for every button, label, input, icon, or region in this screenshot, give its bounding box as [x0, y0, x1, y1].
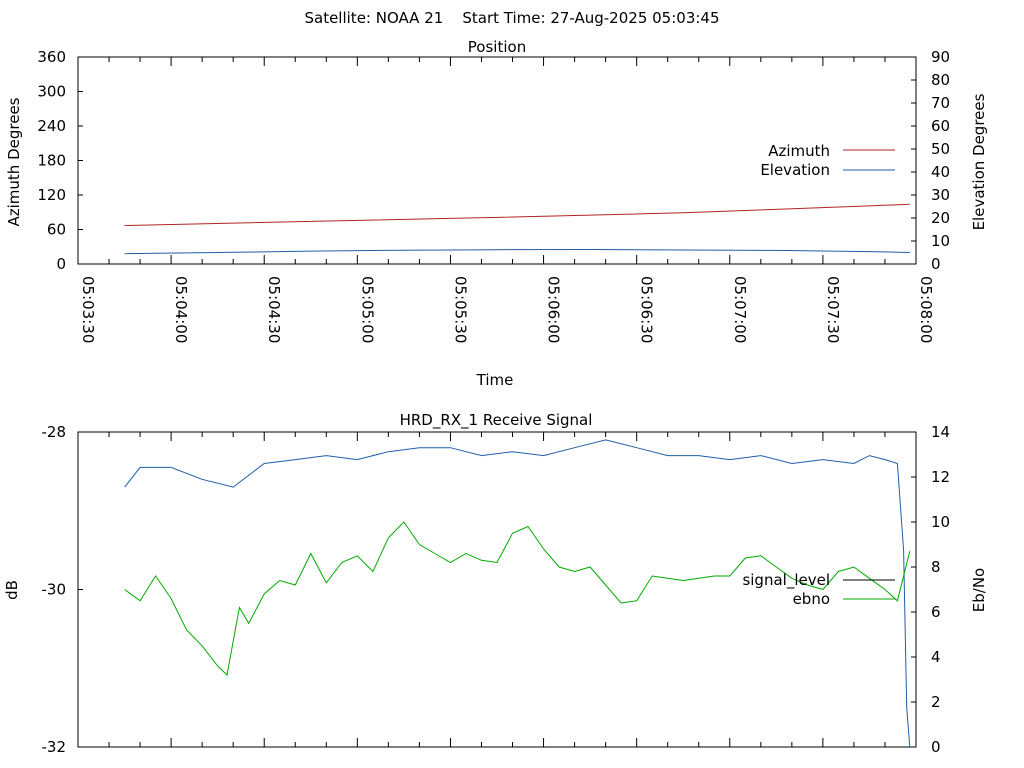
position-series-line-elevation: [124, 248, 910, 255]
signal-legend: signal_level ebno: [742, 571, 895, 608]
position-chart-title: Position: [468, 38, 526, 56]
position-x-tick-label: 05:08:00: [917, 276, 935, 343]
signal-series-line-ebno: [124, 521, 911, 677]
position-y2-tick-label: 50: [931, 140, 950, 158]
position-x-tick-label: 05:06:30: [638, 276, 656, 343]
position-x-tick-label: 05:04:30: [265, 276, 283, 343]
legend-label-azimuth: Azimuth: [768, 142, 830, 160]
position-y2-tick-label: 60: [931, 117, 950, 135]
position-x-tick-label: 05:03:30: [79, 276, 97, 343]
signal-y2-tick-label: 14: [931, 423, 950, 441]
signal-x-axis: [77, 432, 917, 747]
legend-label-signal-level: signal_level: [742, 571, 830, 590]
signal-y-tick-label: -30: [42, 581, 67, 599]
position-y-tick-label: 240: [37, 117, 66, 135]
signal-y-axis: -32 -30 -28: [42, 423, 83, 756]
position-chart: Position 0 60 120 180 240 300 360 0 10 20 30 40 50 6…: [5, 38, 988, 389]
signal-y2-tick-label: 6: [931, 603, 941, 621]
position-y-axis: 0 60 120 180 240 300 360: [37, 48, 83, 273]
position-y-tick-label: 60: [47, 221, 66, 239]
position-y-axis-label: Azimuth Degrees: [5, 97, 23, 226]
position-x-tick-label: 05:05:00: [358, 276, 376, 343]
signal-y2-tick-label: 8: [931, 558, 941, 576]
position-x-axis-label: Time: [476, 371, 514, 389]
position-y2-tick-label: 0: [931, 255, 941, 273]
signal-series: [124, 439, 911, 748]
position-y-tick-label: 0: [56, 255, 66, 273]
position-x-tick-label: 05:05:30: [451, 276, 469, 343]
signal-y2-tick-label: 0: [931, 738, 941, 756]
signal-y2-tick-label: 2: [931, 693, 941, 711]
position-y-tick-label: 360: [37, 48, 66, 66]
position-y2-axis-label: Elevation Degrees: [970, 93, 988, 230]
position-y-tick-label: 120: [37, 186, 66, 204]
signal-y2-tick-label: 10: [931, 513, 950, 531]
legend-label-ebno: ebno: [793, 590, 830, 608]
position-y2-tick-label: 20: [931, 209, 950, 227]
position-y2-tick-label: 30: [931, 186, 950, 204]
signal-chart: HRD_RX_1 Receive Signal -32 -30 -28 0 2 4 6 8 1…: [3, 411, 988, 756]
position-x-tick-label: 05:04:00: [172, 276, 190, 343]
signal-y2-tick-label: 4: [931, 648, 941, 666]
position-y2-axis: 0 10 20 30 40 50 60 70 80 90: [911, 48, 950, 273]
position-x-tick-label: 05:07:30: [824, 276, 842, 343]
position-x-tick-label: 05:07:00: [731, 276, 749, 343]
position-series-line-azimuth: [124, 203, 910, 226]
page-header: Satellite: NOAA 21 Start Time: 27-Aug-20…: [304, 9, 719, 27]
signal-y-tick-label: -28: [42, 423, 67, 441]
signal-y2-axis: 0 2 4 6 8 10 12 14: [911, 423, 950, 756]
signal-y-axis-label: dB: [3, 580, 21, 600]
position-series: [124, 203, 910, 255]
position-y2-tick-label: 90: [931, 48, 950, 66]
position-y2-tick-label: 80: [931, 71, 950, 89]
position-x-axis: 05:03:30 05:04:00 05:04:30 05:05:00 05:05:30…: [77, 57, 935, 343]
signal-chart-title: HRD_RX_1 Receive Signal: [400, 411, 593, 430]
signal-y2-axis-label: Eb/No: [970, 568, 988, 612]
position-y2-tick-label: 40: [931, 163, 950, 181]
position-y-tick-label: 180: [37, 152, 66, 170]
position-y2-tick-label: 70: [931, 94, 950, 112]
signal-y-tick-label: -32: [42, 738, 67, 756]
legend-label-elevation: Elevation: [760, 161, 830, 179]
signal-y2-tick-label: 12: [931, 468, 950, 486]
signal-series-line-signal-level: [124, 439, 911, 748]
position-legend: Azimuth Elevation: [760, 142, 895, 179]
position-y2-tick-label: 10: [931, 232, 950, 250]
position-x-tick-label: 05:06:00: [545, 276, 563, 343]
position-y-tick-label: 300: [37, 83, 66, 101]
